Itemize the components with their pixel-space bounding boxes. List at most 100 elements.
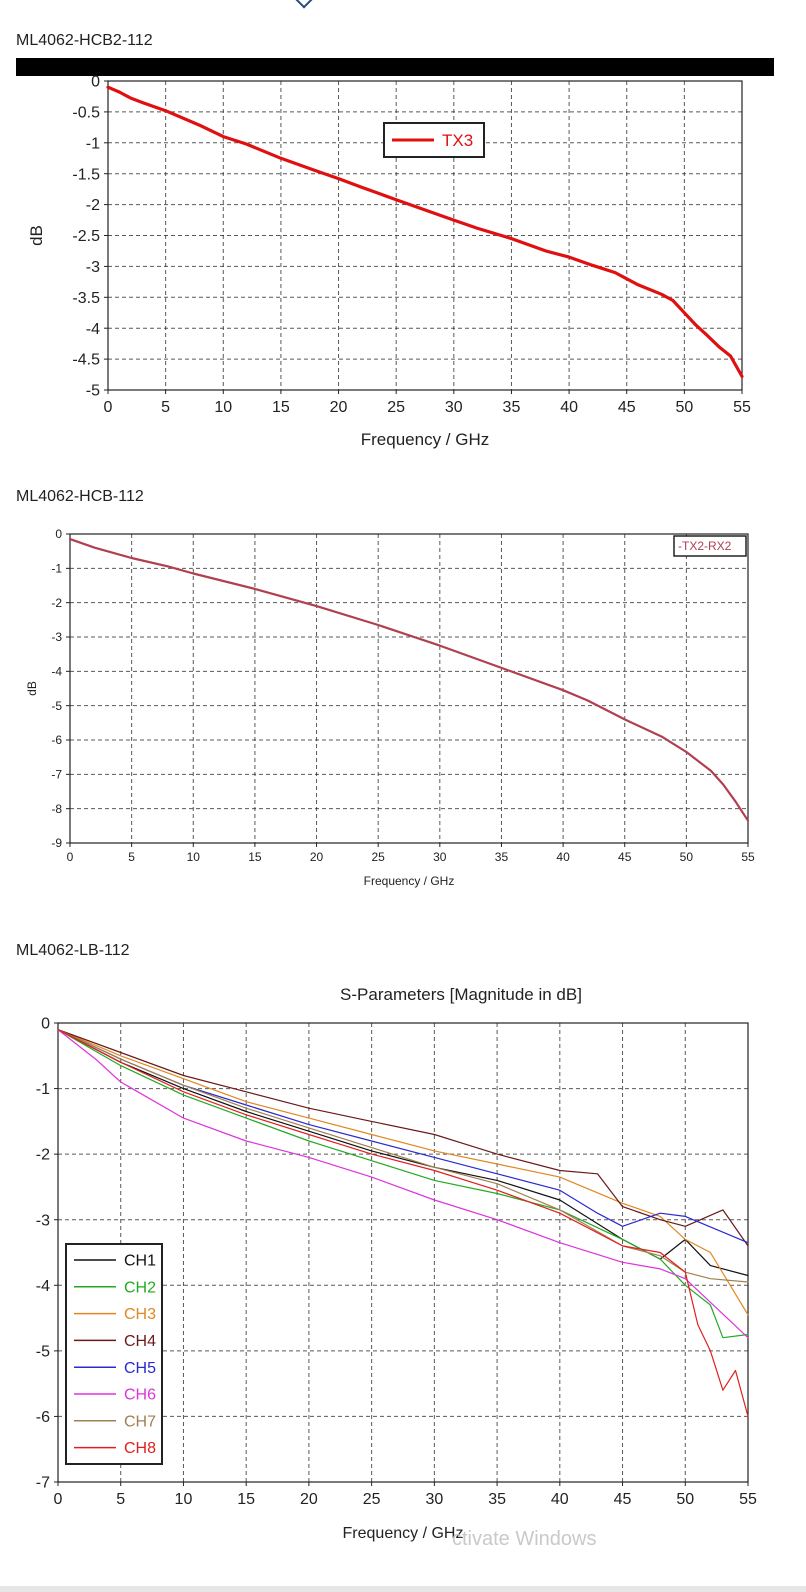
chart3-series-ch8 bbox=[57, 1028, 749, 1418]
chart1-y-tick-label: -3.5 bbox=[72, 290, 100, 307]
chart1-x-tick-label: 0 bbox=[104, 399, 113, 416]
chart2-x-tick-label: 10 bbox=[187, 850, 201, 864]
chart3-frame bbox=[57, 1022, 749, 1483]
chart2-y-tick-label: -8 bbox=[51, 802, 62, 816]
chart2-x-tick-label: 20 bbox=[310, 850, 324, 864]
chart3-x-tick-label: 30 bbox=[425, 1491, 443, 1508]
chart1-y-tick-label: -2.5 bbox=[72, 228, 100, 245]
chart3-y-tick-label: -6 bbox=[36, 1409, 50, 1426]
chart3-legend-label: CH1 bbox=[124, 1253, 156, 1270]
chart3-x-axis-label: Frequency / GHz bbox=[343, 1525, 464, 1542]
chart3-x-tick-label: 55 bbox=[739, 1491, 757, 1508]
chart3-x-tick-label: 10 bbox=[175, 1491, 193, 1508]
chart2-svg: 0 5 10 15 20 25 30 35 40 45 50 55 0 -1 -2 -3 -4 -5 -6 -7 -8 -… bbox=[25, 527, 755, 888]
chart3-y-tick-label: -1 bbox=[36, 1081, 50, 1098]
chart1-y-tick-label: -4 bbox=[86, 321, 100, 338]
chart1-y-tick-label: -2 bbox=[86, 197, 100, 214]
chart3-legend-label: CH6 bbox=[124, 1387, 156, 1404]
chart1-x-tick-label: 15 bbox=[272, 399, 290, 416]
chart3-y-tick-label: -2 bbox=[36, 1147, 50, 1164]
chart2-x-tick-label: 0 bbox=[67, 850, 74, 864]
bottom-divider bbox=[0, 1586, 806, 1592]
chart3-y-tick-label: 0 bbox=[41, 1016, 50, 1033]
chart1-y-axis-label: dB bbox=[27, 225, 46, 246]
chart1-svg: 0 5 10 15 20 25 30 35 40 45 50 55 0 -0.5 -1 -1.5 -2 -2.5 -… bbox=[27, 74, 751, 449]
chart3-legend-box bbox=[65, 1243, 163, 1465]
chart3-x-tick-label: 45 bbox=[614, 1491, 632, 1508]
chart1-y-tick-label: -4.5 bbox=[72, 352, 100, 369]
chart3-x-tick-label: 35 bbox=[488, 1491, 506, 1508]
chart2-x-tick-label: 30 bbox=[433, 850, 447, 864]
chart1-y-tick-label: -1 bbox=[86, 135, 100, 152]
chart3-legend-label: CH5 bbox=[124, 1360, 156, 1377]
chart3-title: S-Parameters [Magnitude in dB] bbox=[340, 985, 582, 1004]
chart2-y-tick-label: -7 bbox=[51, 768, 62, 782]
chart2-section-title: ML4062-HCB-112 bbox=[16, 488, 144, 505]
chart3-x-tick-label: 5 bbox=[116, 1491, 125, 1508]
chart3-series-ch1 bbox=[57, 1028, 749, 1277]
chart3-x-tick-label: 20 bbox=[300, 1491, 318, 1508]
chart1-x-axis-label: Frequency / GHz bbox=[361, 430, 490, 449]
chart3-legend-label: CH7 bbox=[124, 1413, 156, 1430]
chart1-y-tick-label: -0.5 bbox=[72, 105, 100, 122]
chart3-legend-label: CH8 bbox=[124, 1440, 156, 1457]
chart1-y-tick-label: -3 bbox=[86, 259, 100, 276]
chart2-y-tick-label: -6 bbox=[51, 733, 62, 747]
chart1-x-tick-label: 50 bbox=[675, 399, 693, 416]
chart1-y-tick-label: -5 bbox=[86, 383, 100, 400]
chart3-series-ch6 bbox=[57, 1028, 749, 1339]
chart2-series-tx2-rx2 bbox=[68, 537, 750, 822]
chart2-x-tick-label: 25 bbox=[372, 850, 386, 864]
chart1-legend-label: TX3 bbox=[442, 131, 473, 150]
chart1-section-title: ML4062-HCB2-112 bbox=[16, 32, 153, 49]
chart3-series-ch3 bbox=[57, 1028, 749, 1316]
chart1-x-tick-label: 35 bbox=[503, 399, 521, 416]
chart1-series-tx3 bbox=[106, 85, 744, 378]
chart2-x-tick-label: 35 bbox=[495, 850, 509, 864]
chart1-x-tick-label: 45 bbox=[618, 399, 636, 416]
chart2-x-tick-label: 5 bbox=[128, 850, 135, 864]
chart2-legend-label: -TX2-RX2 bbox=[678, 539, 732, 553]
chart3-section-title: ML4062-LB-112 bbox=[16, 942, 130, 959]
chart1-y-tick-label: -1.5 bbox=[72, 166, 100, 183]
chart3-x-tick-label: 25 bbox=[363, 1491, 381, 1508]
chart2-y-tick-label: -9 bbox=[51, 836, 62, 850]
chart2-x-tick-label: 40 bbox=[556, 850, 570, 864]
activate-windows-watermark: ctivate Windows bbox=[452, 1528, 597, 1550]
chart2-x-axis-label: Frequency / GHz bbox=[364, 874, 455, 888]
chart2-y-tick-label: -4 bbox=[51, 665, 62, 679]
chart3-x-tick-label: 15 bbox=[237, 1491, 255, 1508]
chart2-x-tick-label: 45 bbox=[618, 850, 632, 864]
chart2-y-tick-label: -1 bbox=[51, 562, 62, 576]
chart3-x-tick-label: 0 bbox=[54, 1491, 63, 1508]
chart1-x-tick-label: 20 bbox=[330, 399, 348, 416]
chart3-y-tick-label: -7 bbox=[36, 1475, 50, 1492]
chart1-x-tick-label: 40 bbox=[560, 399, 578, 416]
chart1-x-tick-label: 25 bbox=[387, 399, 405, 416]
chart2-y-axis-label: dB bbox=[25, 681, 39, 696]
chart2-legend-box bbox=[673, 535, 747, 557]
chart2-y-tick-label: -3 bbox=[51, 630, 62, 644]
chart3-y-tick-label: -3 bbox=[36, 1212, 50, 1229]
chart3-legend-label: CH2 bbox=[124, 1279, 156, 1296]
chart1-y-tick-label: 0 bbox=[91, 74, 100, 91]
chart3-series-ch4 bbox=[57, 1028, 749, 1247]
chart3-x-tick-label: 40 bbox=[551, 1491, 569, 1508]
chart1-x-tick-label: 5 bbox=[161, 399, 170, 416]
chart2-y-tick-label: -2 bbox=[51, 596, 62, 610]
chart2-x-tick-label: 55 bbox=[741, 850, 755, 864]
chart2-y-tick-label: -5 bbox=[51, 699, 62, 713]
redaction-bar bbox=[16, 58, 774, 76]
chart1-x-tick-label: 10 bbox=[214, 399, 232, 416]
chart2-x-tick-label: 50 bbox=[680, 850, 694, 864]
chart3-legend-label: CH3 bbox=[124, 1306, 156, 1323]
chart3-legend-label: CH4 bbox=[124, 1333, 156, 1350]
chart2-frame bbox=[69, 533, 749, 844]
chart3-x-tick-label: 50 bbox=[676, 1491, 694, 1508]
chart3-plot-area bbox=[58, 1023, 748, 1482]
chart1-x-tick-label: 55 bbox=[733, 399, 751, 416]
chart2-y-tick-label: 0 bbox=[55, 527, 62, 541]
chart3-y-tick-label: -4 bbox=[36, 1278, 50, 1295]
chart1-x-tick-label: 30 bbox=[445, 399, 463, 416]
